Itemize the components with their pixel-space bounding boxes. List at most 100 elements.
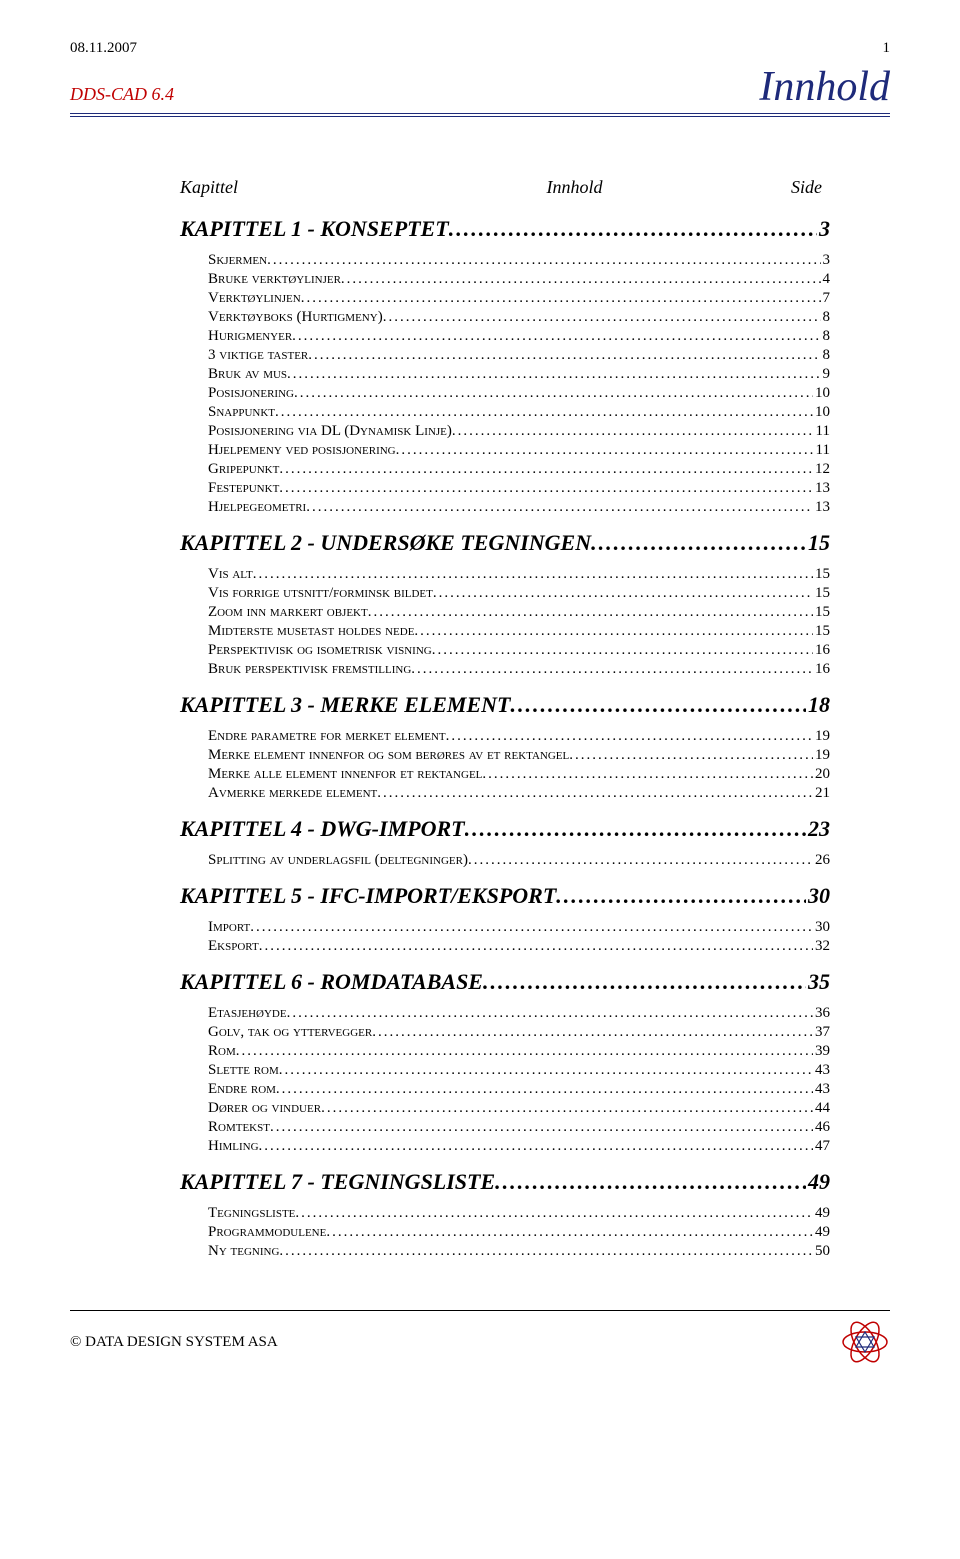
toc-entry: Festepunkt 13: [208, 480, 830, 497]
toc-entry-label: Programmodulene: [208, 1224, 326, 1241]
toc-entry-label: Golv, tak og yttervegger: [208, 1024, 372, 1041]
toc-chapter-label: KAPITTEL 7 - TEGNINGSLISTE: [180, 1169, 495, 1195]
toc-leader-dots: [321, 1100, 813, 1117]
toc-entry-page: 39: [813, 1043, 830, 1060]
toc-entry: Etasjehøyde 36: [208, 1005, 830, 1022]
toc-entry-page: 47: [813, 1138, 830, 1155]
toc-entry-label: Posisjonering via DL (Dynamisk Linje): [208, 423, 452, 440]
toc-entry-page: 4: [821, 271, 831, 288]
toc-entry: Verktøyboks (Hurtigmeny) 8: [208, 309, 830, 326]
toc-leader-dots: [452, 423, 814, 440]
toc-entry: Bruke verktøylinjer 4: [208, 271, 830, 288]
toc-chapter-label: KAPITTEL 6 - ROMDATABASE: [180, 969, 483, 995]
toc-chapter-page: 3: [817, 216, 830, 242]
toc-entry-page: 16: [813, 642, 830, 659]
toc-leader-dots: [292, 328, 820, 345]
toc-chapter-page: 49: [806, 1169, 830, 1195]
toc-chapter: KAPITTEL 6 - ROMDATABASE35: [180, 969, 830, 995]
toc-leader-dots: [591, 530, 806, 556]
toc-chapter-page: 18: [806, 692, 830, 718]
toc-entry-page: 49: [813, 1224, 830, 1241]
toc-entry-page: 21: [813, 785, 830, 802]
toc-entry-page: 8: [821, 347, 831, 364]
toc-leader-dots: [270, 1119, 813, 1136]
toc-entry-label: Hurigmenyer: [208, 328, 292, 345]
toc-chapter-label: KAPITTEL 5 - IFC-IMPORT/EKSPORT: [180, 883, 556, 909]
toc-chapter-page: 15: [806, 530, 830, 556]
toc-entry-label: Merke element innenfor og som berøres av…: [208, 747, 569, 764]
toc-leader-dots: [372, 1024, 813, 1041]
toc-entry-page: 20: [813, 766, 830, 783]
toc-entry-page: 8: [821, 309, 831, 326]
toc-leader-dots: [287, 366, 820, 383]
document-title: Innhold: [759, 63, 890, 111]
toc-entry-label: Bruk perspektivisk fremstilling: [208, 661, 411, 678]
toc-entry-label: Hjelpemeny ved posisjonering: [208, 442, 396, 459]
toc-entry-page: 11: [814, 423, 830, 440]
toc-leader-dots: [556, 883, 806, 909]
toc-entry-label: Etasjehøyde: [208, 1005, 287, 1022]
toc-leader-dots: [483, 969, 806, 995]
toc-entry-label: Snappunkt: [208, 404, 275, 421]
toc-entry: Dører og vinduer44: [208, 1100, 830, 1117]
toc-entry: Hjelpegeometri13: [208, 499, 830, 516]
toc-entry: Programmodulene 49: [208, 1224, 830, 1241]
toc-entry: Endre rom43: [208, 1081, 830, 1098]
toc-entry-page: 15: [813, 566, 830, 583]
toc-entry-label: Festepunkt: [208, 480, 279, 497]
toc-entry: Rom 39: [208, 1043, 830, 1060]
toc-leader-dots: [341, 271, 821, 288]
toc-entry-page: 44: [813, 1100, 830, 1117]
toc-entry-page: 11: [814, 442, 830, 459]
page-footer: © DATA DESIGN SYSTEM ASA: [70, 1310, 890, 1367]
toc-chapter-label: KAPITTEL 1 - KONSEPTET: [180, 216, 449, 242]
toc-entry-label: Verktøylinjen: [208, 290, 301, 307]
toc-entry-label: Tegningsliste: [208, 1205, 295, 1222]
toc-entry-label: Verktøyboks (Hurtigmeny): [208, 309, 383, 326]
toc-entry-page: 36: [813, 1005, 830, 1022]
toc-leader-dots: [279, 480, 813, 497]
toc-entry: Bruk av mus9: [208, 366, 830, 383]
toc-entry-page: 15: [813, 604, 830, 621]
toc-entry: Merke alle element innenfor et rektangel…: [208, 766, 830, 783]
toc-chapter-label: KAPITTEL 2 - UNDERSØKE TEGNINGEN: [180, 530, 591, 556]
toc-leader-dots: [279, 461, 813, 478]
toc-entry-label: Import: [208, 919, 250, 936]
toc-entry-label: Rom: [208, 1043, 236, 1060]
toc-leader-dots: [510, 692, 806, 718]
toc-entry-page: 26: [813, 852, 830, 869]
toc-leader-dots: [287, 1005, 813, 1022]
toc-entry-label: Bruke verktøylinjer: [208, 271, 341, 288]
toc-entry-page: 49: [813, 1205, 830, 1222]
toc-entry-label: Posisjonering: [208, 385, 294, 402]
toc-chapter: KAPITTEL 7 - TEGNINGSLISTE 49: [180, 1169, 830, 1195]
toc-leader-dots: [396, 442, 814, 459]
toc-entry: Import30: [208, 919, 830, 936]
toc-entry-page: 10: [813, 385, 830, 402]
toc-entry: Eksport32: [208, 938, 830, 955]
toc-entry-label: Vis alt: [208, 566, 253, 583]
toc-chapter-label: KAPITTEL 4 - DWG-IMPORT: [180, 816, 465, 842]
toc-entry-page: 9: [821, 366, 831, 383]
toc-entry-page: 32: [813, 938, 830, 955]
copyright-text: © DATA DESIGN SYSTEM ASA: [70, 1334, 278, 1351]
toc-chapter: KAPITTEL 2 - UNDERSØKE TEGNINGEN 15: [180, 530, 830, 556]
toc-entry: Endre parametre for merket element19: [208, 728, 830, 745]
toc-leader-dots: [259, 938, 813, 955]
toc-entry: Midterste musetast holdes nede15: [208, 623, 830, 640]
toc-entry: Golv, tak og yttervegger37: [208, 1024, 830, 1041]
toc-chapter: KAPITTEL 1 - KONSEPTET 3: [180, 216, 830, 242]
toc-entry: Tegningsliste 49: [208, 1205, 830, 1222]
toc-entry-label: Himling: [208, 1138, 259, 1155]
toc-leader-dots: [449, 216, 817, 242]
toc-entry-page: 10: [813, 404, 830, 421]
toc-leader-dots: [411, 661, 813, 678]
toc-entry: Bruk perspektivisk fremstilling16: [208, 661, 830, 678]
toc-entry-page: 50: [813, 1243, 830, 1260]
toc-entry-label: Romtekst: [208, 1119, 270, 1136]
toc-leader-dots: [446, 728, 813, 745]
toc-entry-page: 8: [821, 328, 831, 345]
toc-entry: Vis alt 15: [208, 566, 830, 583]
toc-entry-page: 13: [813, 480, 830, 497]
toc-entry-label: Slette rom: [208, 1062, 279, 1079]
